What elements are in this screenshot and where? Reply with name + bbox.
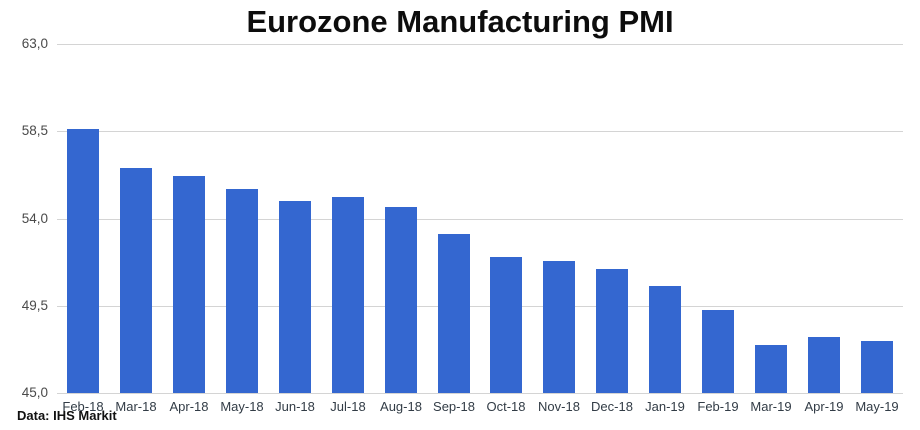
gridline bbox=[57, 131, 903, 132]
x-axis-label: Apr-19 bbox=[804, 399, 844, 414]
bar-Mar-19 bbox=[755, 345, 787, 393]
bar-Feb-18 bbox=[67, 129, 99, 393]
chart-title-text: Eurozone Manufacturing PMI bbox=[240, 4, 680, 39]
gridline bbox=[57, 393, 903, 394]
y-axis-label: 49,5 bbox=[21, 298, 48, 313]
x-axis-label: Feb-18 bbox=[62, 399, 104, 414]
bar-Jul-18 bbox=[332, 197, 364, 393]
source-note: Data: IHS Markit bbox=[17, 408, 117, 423]
chart-title: Eurozone Manufacturing PMI bbox=[0, 4, 920, 40]
bar-Aug-18 bbox=[385, 207, 417, 393]
bar-Oct-18 bbox=[490, 257, 522, 393]
bar-Dec-18 bbox=[596, 269, 628, 393]
x-axis-label: May-18 bbox=[220, 399, 264, 414]
gridline bbox=[57, 44, 903, 45]
bar-May-18 bbox=[226, 189, 258, 393]
x-axis-label: Sep-18 bbox=[433, 399, 475, 414]
gridline bbox=[57, 306, 903, 307]
bar-Apr-18 bbox=[173, 176, 205, 393]
x-axis-label: Nov-18 bbox=[538, 399, 580, 414]
bar-Sep-18 bbox=[438, 234, 470, 393]
gridline bbox=[57, 219, 903, 220]
y-axis-label: 45,0 bbox=[21, 385, 48, 400]
bar-May-19 bbox=[861, 341, 893, 393]
x-axis-label: Aug-18 bbox=[380, 399, 422, 414]
x-axis-label: Jun-18 bbox=[275, 399, 315, 414]
x-axis-label: Mar-19 bbox=[750, 399, 792, 414]
y-axis-label: 58,5 bbox=[21, 123, 48, 138]
bar-Jan-19 bbox=[649, 286, 681, 393]
x-axis-label: Jan-19 bbox=[645, 399, 685, 414]
bar-Feb-19 bbox=[702, 310, 734, 393]
bar-Apr-19 bbox=[808, 337, 840, 393]
bar-Nov-18 bbox=[543, 261, 575, 393]
x-axis-label: May-19 bbox=[855, 399, 899, 414]
bar-Jun-18 bbox=[279, 201, 311, 393]
y-axis-label: 54,0 bbox=[21, 211, 48, 226]
bar-Mar-18 bbox=[120, 168, 152, 393]
x-axis-label: Feb-19 bbox=[697, 399, 739, 414]
x-axis-label: Mar-18 bbox=[115, 399, 157, 414]
x-axis-label: Oct-18 bbox=[486, 399, 526, 414]
y-axis-label: 63,0 bbox=[21, 36, 48, 51]
x-axis-label: Jul-18 bbox=[330, 399, 366, 414]
x-axis-label: Apr-18 bbox=[169, 399, 209, 414]
x-axis-label: Dec-18 bbox=[591, 399, 633, 414]
